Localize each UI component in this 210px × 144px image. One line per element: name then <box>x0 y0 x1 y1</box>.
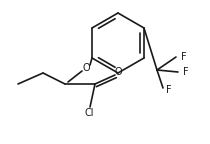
Text: O: O <box>114 67 122 77</box>
Text: Cl: Cl <box>84 108 94 118</box>
Text: O: O <box>82 63 90 73</box>
Text: F: F <box>183 67 189 77</box>
Text: F: F <box>181 52 187 62</box>
Text: F: F <box>166 85 172 95</box>
